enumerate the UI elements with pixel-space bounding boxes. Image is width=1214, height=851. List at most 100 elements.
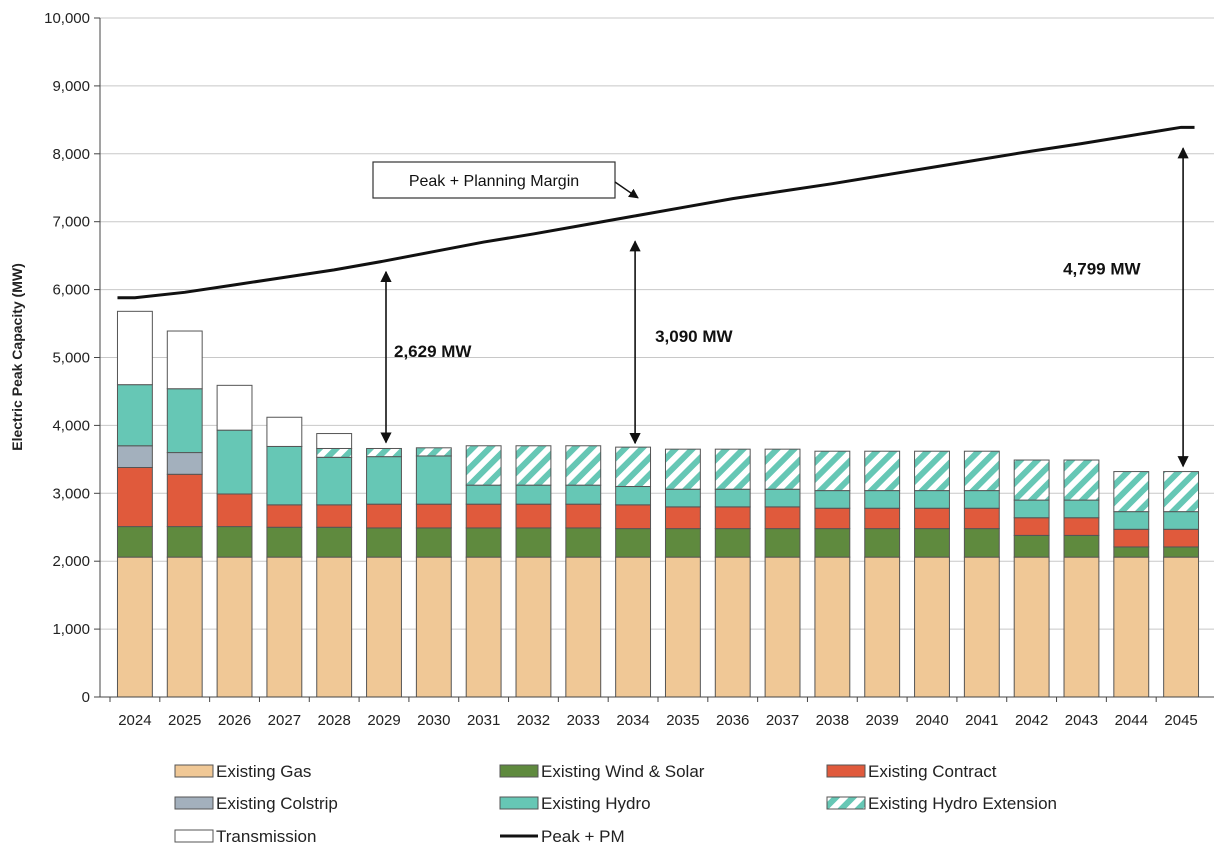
bar-existing-contract: [963, 507, 1000, 530]
bar-existing-gas: [465, 556, 502, 698]
gap-label: 4,799 MW: [1063, 260, 1141, 279]
bar-existing-wind-solar: [814, 528, 851, 558]
bar-existing-hydro-extension: [714, 448, 751, 490]
bar-stack-2030: [415, 447, 452, 698]
bar-existing-wind-solar: [1063, 534, 1100, 558]
bar-transmission: [266, 416, 303, 447]
bar-existing-contract: [415, 503, 452, 529]
bar-existing-hydro-extension: [1113, 471, 1150, 513]
bar-transmission: [216, 384, 253, 431]
bar-stack-2042: [1013, 459, 1050, 698]
bar-existing-contract: [465, 503, 502, 529]
bar-stack-2035: [664, 448, 701, 698]
bar-existing-gas: [814, 556, 851, 698]
bar-existing-wind-solar: [216, 526, 253, 558]
x-tick-label: 2028: [317, 712, 350, 729]
bar-existing-contract: [914, 507, 950, 530]
callout-arrow: [614, 181, 639, 199]
bar-existing-gas: [615, 556, 652, 698]
x-tick-label: 2045: [1164, 712, 1197, 729]
bar-existing-hydro: [415, 455, 452, 505]
bar-existing-hydro: [116, 384, 153, 447]
bar-existing-contract: [664, 506, 701, 530]
bar-existing-gas: [764, 556, 801, 698]
bar-existing-gas: [1013, 556, 1050, 698]
bar-existing-hydro-extension: [1013, 459, 1050, 501]
bar-stack-2031: [465, 445, 502, 698]
y-tick-label: 0: [82, 689, 90, 706]
legend-label-existing-hydro: Existing Hydro: [541, 794, 651, 813]
x-tick-label: 2036: [716, 712, 749, 729]
bar-existing-wind-solar: [963, 528, 1000, 558]
bar-existing-contract: [1063, 517, 1100, 536]
bar-existing-gas: [714, 556, 751, 698]
peak-line-layer: [117, 125, 1195, 300]
bar-existing-hydro-extension: [814, 450, 851, 492]
legend-swatch-existing-colstrip: [174, 796, 214, 810]
bar-existing-hydro-extension: [515, 445, 552, 486]
bar-transmission: [116, 310, 153, 386]
bar-existing-contract: [1013, 517, 1050, 536]
bar-existing-contract: [166, 473, 203, 528]
y-tick-label: 1,000: [52, 621, 90, 638]
x-tick-label: 2030: [417, 712, 450, 729]
x-tick-label: 2034: [616, 712, 649, 729]
peak-pm-line: [117, 125, 1195, 300]
x-tick-label: 2039: [865, 712, 898, 729]
x-tick-label: 2024: [118, 712, 151, 729]
bar-existing-wind-solar: [116, 526, 153, 558]
bar-stack-2024: [116, 310, 153, 698]
bar-stacks: [116, 310, 1200, 698]
y-tick-label: 8,000: [52, 146, 90, 163]
bar-existing-contract: [366, 503, 402, 529]
callout-box: [372, 161, 616, 199]
bar-existing-wind-solar: [465, 527, 502, 558]
bar-existing-hydro: [366, 456, 402, 505]
bar-existing-wind-solar: [1163, 546, 1200, 558]
y-axis-title: Electric Peak Capacity (MW): [9, 263, 25, 451]
x-axis: 2024 2025 2026 2027 2028 2029 2030 2031 2032 2033…: [100, 696, 1214, 729]
bar-existing-gas: [864, 556, 901, 698]
legend-swatch-existing-contract: [826, 764, 866, 778]
bar-existing-gas: [166, 556, 203, 698]
bar-existing-wind-solar: [515, 527, 552, 558]
bar-existing-hydro-extension: [465, 445, 502, 486]
bar-existing-hydro: [1063, 499, 1100, 519]
bar-existing-gas: [1113, 556, 1150, 698]
bar-stack-2038: [814, 450, 851, 698]
bar-existing-colstrip: [166, 452, 203, 475]
bar-existing-gas: [366, 556, 402, 698]
bar-existing-hydro: [914, 490, 950, 509]
bar-existing-hydro-extension: [914, 450, 950, 492]
x-tick-label: 2040: [915, 712, 948, 729]
bar-existing-gas: [116, 556, 153, 698]
bar-stack-2041: [963, 450, 1000, 698]
bar-stack-2033: [565, 445, 602, 698]
bar-existing-hydro: [515, 484, 552, 505]
bar-existing-hydro: [664, 488, 701, 508]
x-tick-label: 2037: [766, 712, 799, 729]
bar-existing-contract: [1113, 528, 1150, 548]
legend-swatch-existing-wind-solar: [499, 764, 539, 778]
x-tick-label: 2044: [1115, 712, 1148, 729]
bar-stack-2036: [714, 448, 751, 698]
x-tick-label: 2027: [268, 712, 301, 729]
bar-existing-hydro-extension: [565, 445, 602, 486]
x-tick-label: 2042: [1015, 712, 1048, 729]
legend-label-peak-pm: Peak + PM: [541, 827, 625, 846]
legend-label-existing-wind-solar: Existing Wind & Solar: [541, 762, 705, 781]
bar-stack-2025: [166, 330, 203, 698]
y-tick-label: 7,000: [52, 214, 90, 231]
bar-existing-hydro-extension: [1163, 471, 1200, 513]
y-tick-label: 4,000: [52, 417, 90, 434]
legend-label-existing-colstrip: Existing Colstrip: [216, 794, 338, 813]
x-tick-label: 2032: [517, 712, 550, 729]
bar-existing-gas: [914, 556, 950, 698]
bar-stack-2044: [1113, 471, 1150, 698]
bar-existing-wind-solar: [565, 527, 602, 558]
bar-existing-wind-solar: [316, 526, 353, 558]
bar-existing-wind-solar: [764, 528, 801, 558]
bar-existing-hydro: [963, 490, 1000, 509]
bar-existing-hydro-extension: [316, 447, 353, 458]
